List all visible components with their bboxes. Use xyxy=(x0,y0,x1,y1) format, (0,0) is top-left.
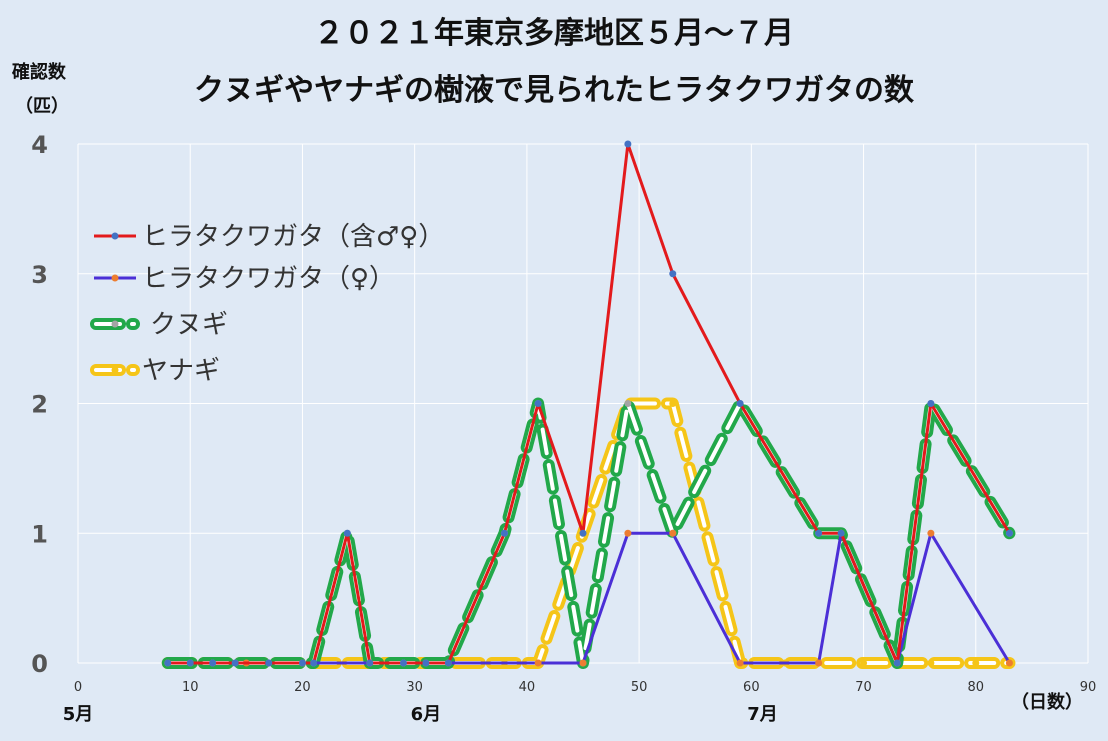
series-0-point-1 xyxy=(186,659,194,667)
series-0-point-5 xyxy=(298,659,306,667)
series-1-point-10 xyxy=(815,659,823,667)
legend-label-0: ヒラタクワガタ（含♂♀） xyxy=(142,222,444,252)
y-tick-labels: 0 1 2 3 4 xyxy=(31,131,48,678)
legend-marker-2 xyxy=(111,320,119,328)
legend-marker-3 xyxy=(111,366,119,374)
series-0-point-10 xyxy=(422,659,430,667)
legend-item-0: ヒラタクワガタ（含♂♀） xyxy=(94,222,444,252)
series-3-point-10 xyxy=(669,400,677,407)
legend-marker-1 xyxy=(111,274,119,282)
legend-item-2: クヌギ xyxy=(90,310,228,340)
series-1-point-7 xyxy=(624,529,632,537)
legend-label-3: ヤナギ xyxy=(142,356,220,386)
month-labels: 5月 6月 7月 xyxy=(63,704,778,725)
x-tick-label-1: 10 xyxy=(182,680,199,695)
x-tick-label-2: 20 xyxy=(294,680,311,695)
x-tick-label-5: 50 xyxy=(631,680,648,695)
legend-label-1: ヒラタクワガタ（♀） xyxy=(142,264,395,294)
x-tick-labels: 0 10 20 30 40 50 60 70 80 90 xyxy=(74,680,1096,695)
series-0-point-15 xyxy=(624,140,632,148)
legend-marker-0 xyxy=(111,232,119,240)
series-3-point-17 xyxy=(972,659,980,667)
series-0-point-21 xyxy=(927,400,935,407)
series-0-point-19 xyxy=(837,529,845,537)
series-0-point-8 xyxy=(366,659,374,667)
series-0-point-7 xyxy=(343,529,351,537)
series-3-point-16 xyxy=(927,659,935,667)
series-0-point-9 xyxy=(399,659,407,667)
series-2-point-15 xyxy=(624,400,632,407)
x-tick-label-7: 70 xyxy=(855,680,872,695)
series-0-point-0 xyxy=(164,659,172,667)
y-tick-label-2: 2 xyxy=(31,391,48,419)
series-0-point-20 xyxy=(893,659,901,667)
legend-item-3: ヤナギ xyxy=(90,356,220,386)
series-0-point-6 xyxy=(310,659,318,667)
month-label-2: 7月 xyxy=(747,704,778,725)
series-0-point-2 xyxy=(209,659,217,667)
series-0-point-14 xyxy=(579,529,587,537)
month-label-0: 5月 xyxy=(63,704,94,725)
legend-item-1: ヒラタクワガタ（♀） xyxy=(94,264,395,294)
x-tick-label-9: 90 xyxy=(1080,680,1097,695)
y-tick-label-4: 4 xyxy=(31,131,48,159)
y-axis-label: 確認数 （匹） xyxy=(12,61,72,117)
series-0-point-3 xyxy=(231,659,239,667)
plot-area xyxy=(161,140,1016,669)
x-tick-label-4: 40 xyxy=(519,680,536,695)
series-0 xyxy=(164,140,1013,667)
series-0-point-22 xyxy=(1005,529,1013,537)
series-1-point-5 xyxy=(534,659,542,667)
series-0-point-4 xyxy=(265,659,273,667)
series-0-point-11 xyxy=(444,659,452,667)
series-0-point-13 xyxy=(534,400,542,407)
series-1-point-9 xyxy=(736,659,744,667)
series-1-point-13 xyxy=(927,529,935,537)
series-1-point-8 xyxy=(669,529,677,537)
series-0-point-17 xyxy=(736,400,744,407)
x-tick-label-3: 30 xyxy=(406,680,423,695)
legend-label-2: クヌギ xyxy=(150,310,228,340)
y-tick-label-1: 1 xyxy=(31,520,48,548)
chart-title: ２０２１年東京多摩地区５月～７月 xyxy=(314,16,794,51)
y-tick-label-3: 3 xyxy=(31,261,48,289)
y-tick-label-0: 0 xyxy=(31,650,48,678)
chart-subtitle: クヌギやヤナギの樹液で見られたヒラタクワガタの数 xyxy=(194,73,915,108)
series-1-point-14 xyxy=(1005,659,1013,667)
series-1-point-6 xyxy=(579,659,587,667)
x-tick-label-0: 0 xyxy=(74,680,82,695)
x-axis-label: （日数） xyxy=(1011,691,1083,713)
series-0-point-12 xyxy=(500,529,508,537)
series-0-point-18 xyxy=(815,529,823,537)
x-tick-label-8: 80 xyxy=(968,680,985,695)
series-0-point-16 xyxy=(669,270,677,278)
series-3-point-14 xyxy=(860,659,868,667)
x-tick-label-6: 60 xyxy=(743,680,760,695)
month-label-1: 6月 xyxy=(411,704,442,725)
